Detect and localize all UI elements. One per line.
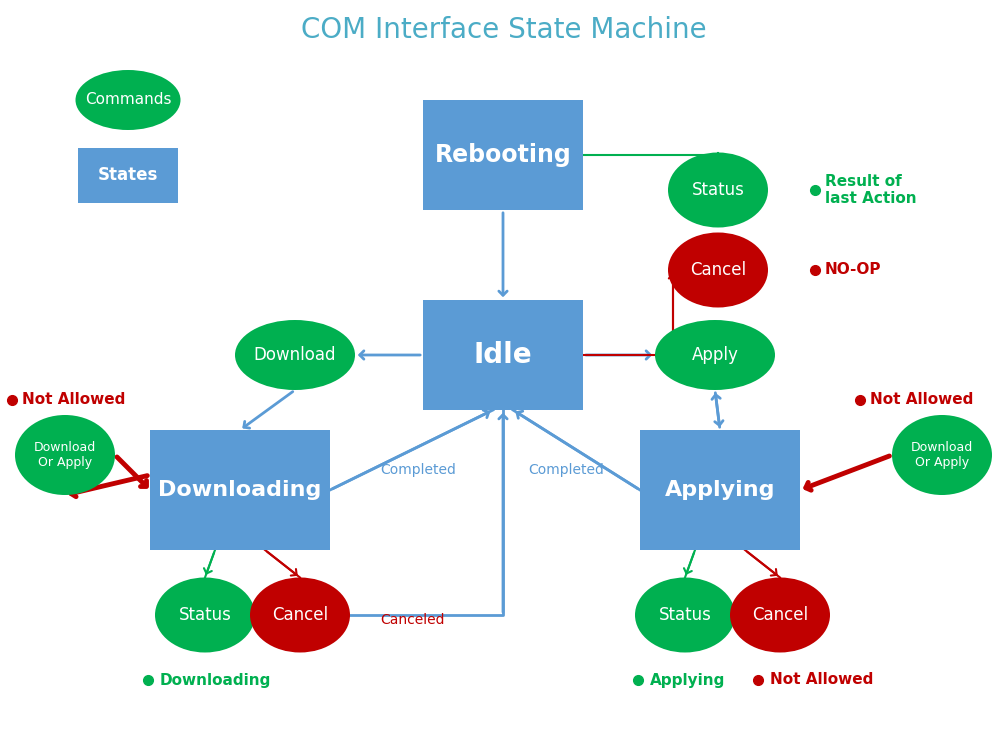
Text: Apply: Apply [692, 346, 738, 364]
Ellipse shape [655, 320, 775, 390]
Text: Canceled: Canceled [380, 613, 444, 627]
Text: Status: Status [659, 606, 711, 624]
Ellipse shape [15, 415, 115, 495]
Text: Applying: Applying [650, 672, 725, 688]
Text: Download: Download [254, 346, 336, 364]
Ellipse shape [76, 70, 180, 130]
FancyBboxPatch shape [78, 148, 178, 203]
Text: Not Allowed: Not Allowed [870, 393, 974, 407]
Text: Not Allowed: Not Allowed [22, 393, 126, 407]
Text: COM Interface State Machine: COM Interface State Machine [301, 16, 706, 44]
Ellipse shape [668, 233, 768, 308]
Text: Rebooting: Rebooting [435, 143, 571, 167]
Text: Download
Or Apply: Download Or Apply [34, 441, 96, 469]
Text: Completed: Completed [380, 463, 456, 477]
Text: Result of
last Action: Result of last Action [825, 174, 916, 206]
FancyBboxPatch shape [423, 300, 583, 410]
FancyBboxPatch shape [423, 100, 583, 210]
Ellipse shape [892, 415, 992, 495]
Text: Not Allowed: Not Allowed [770, 672, 873, 688]
Ellipse shape [155, 578, 255, 653]
Text: NO-OP: NO-OP [825, 263, 881, 277]
Ellipse shape [250, 578, 350, 653]
Text: Downloading: Downloading [160, 672, 271, 688]
Text: Downloading: Downloading [158, 480, 321, 500]
Text: Status: Status [692, 181, 744, 199]
Text: Cancel: Cancel [690, 261, 746, 279]
Ellipse shape [635, 578, 735, 653]
Ellipse shape [235, 320, 355, 390]
Ellipse shape [730, 578, 830, 653]
Text: Download
Or Apply: Download Or Apply [911, 441, 973, 469]
Text: Cancel: Cancel [272, 606, 328, 624]
Ellipse shape [668, 153, 768, 228]
Text: Status: Status [178, 606, 232, 624]
Text: Commands: Commands [85, 92, 171, 107]
Text: Idle: Idle [473, 341, 533, 369]
FancyBboxPatch shape [640, 430, 800, 550]
Text: Cancel: Cancel [752, 606, 808, 624]
FancyBboxPatch shape [150, 430, 330, 550]
Text: States: States [98, 166, 158, 184]
Text: Completed: Completed [528, 463, 604, 477]
Text: Applying: Applying [665, 480, 775, 500]
